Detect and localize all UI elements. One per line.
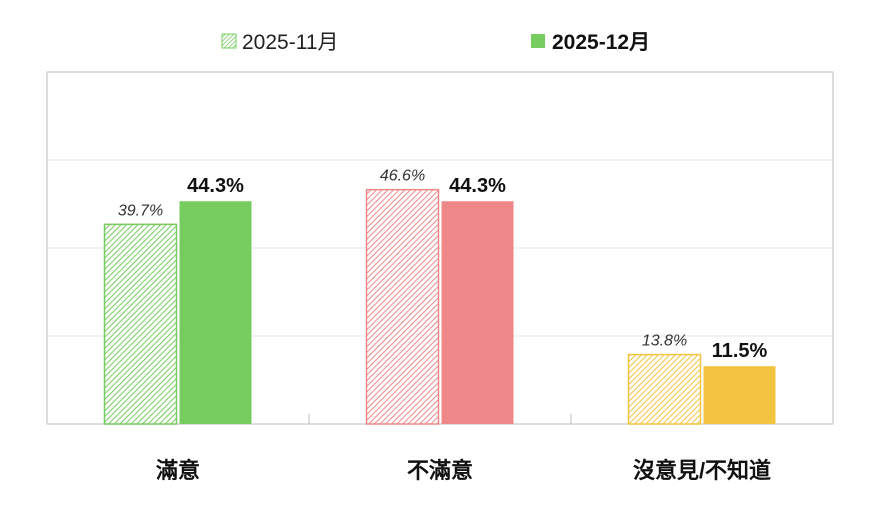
bar-prev-1	[365, 188, 440, 425]
gridlines	[47, 159, 833, 424]
category-labels: 滿意 不滿意 沒意見/不知道	[156, 458, 771, 483]
legend-label-series-1: 2025-11月	[242, 31, 339, 54]
bar-curr-2	[703, 366, 776, 424]
bar-curr-0	[179, 201, 252, 424]
legend-swatch-hatched	[221, 33, 237, 49]
bars	[103, 188, 776, 425]
bar-curr-1	[441, 201, 514, 424]
data-label-curr-0: 44.3%	[187, 175, 244, 197]
legend-label-series-2: 2025-12月	[552, 31, 650, 54]
data-label-prev-1: 46.6%	[380, 168, 425, 185]
bar-prev-2	[627, 353, 702, 425]
data-label-prev-2: 13.8%	[642, 333, 687, 350]
category-label-1: 不滿意	[407, 458, 473, 483]
category-label-0: 滿意	[156, 458, 200, 483]
category-label-2: 沒意見/不知道	[633, 458, 771, 483]
bar-prev-0	[103, 223, 178, 425]
data-labels: 39.7% 44.3% 46.6% 44.3% 13.8% 11.5%	[118, 168, 768, 363]
legend: 2025-11月 2025-12月	[221, 31, 650, 54]
data-label-curr-2: 11.5%	[712, 340, 768, 362]
legend-swatch-solid	[531, 34, 545, 48]
data-label-prev-0: 39.7%	[118, 202, 163, 219]
data-label-curr-1: 44.3%	[449, 175, 506, 197]
